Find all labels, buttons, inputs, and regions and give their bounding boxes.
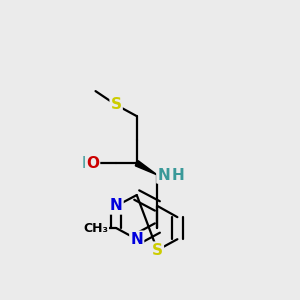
Text: H: H (172, 167, 185, 182)
Text: N: N (130, 232, 143, 247)
Text: N: N (158, 167, 170, 182)
Text: H: H (81, 156, 94, 171)
Text: S: S (152, 243, 163, 258)
Text: CH₃: CH₃ (83, 221, 108, 235)
Text: N: N (110, 198, 122, 213)
Text: S: S (111, 98, 122, 112)
Polygon shape (135, 161, 158, 175)
Text: O: O (86, 156, 99, 171)
